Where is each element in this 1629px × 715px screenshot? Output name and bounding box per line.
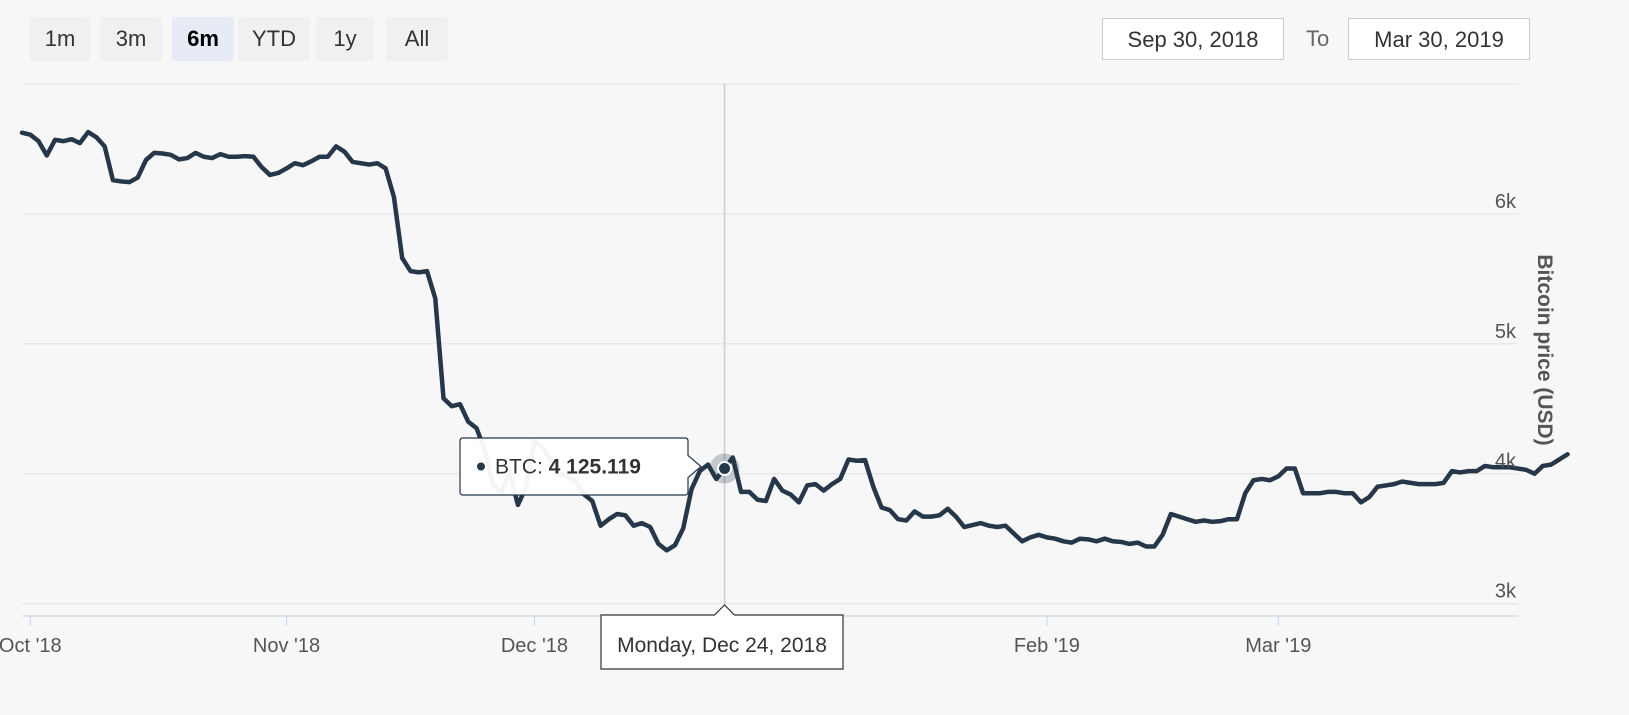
hover-marker <box>709 453 740 484</box>
btc-price-line[interactable] <box>19 129 1570 553</box>
range-button-3m[interactable]: 3m <box>100 17 162 61</box>
y-tick-label-3k: 3k <box>1495 581 1517 603</box>
to-date-input[interactable]: Mar 30, 2019 <box>1348 18 1530 60</box>
range-button-6m[interactable]: 6m <box>172 17 234 61</box>
tooltip-box <box>459 437 702 496</box>
tooltip: BTC: 4 125.119 <box>459 437 702 496</box>
y-axis: 3k 4k 5k 6k <box>1495 191 1517 603</box>
range-button-1m[interactable]: 1m <box>30 17 90 61</box>
to-label: To <box>1306 26 1330 51</box>
from-date-input[interactable]: Sep 30, 2018 <box>1102 18 1284 60</box>
tooltip-value-number: 4 125.119 <box>549 456 641 479</box>
range-button-ytd[interactable]: YTD <box>238 17 310 61</box>
y-tick-label-6k: 6k <box>1495 191 1517 213</box>
range-button-1y[interactable]: 1y <box>316 17 374 61</box>
tooltip-series-dot <box>477 462 485 471</box>
x-tick-label: Dec '18 <box>501 635 568 657</box>
date-tooltip-text: Monday, Dec 24, 2018 <box>617 634 827 657</box>
date-tooltip: Monday, Dec 24, 2018 <box>600 604 844 670</box>
tooltip-series-label: BTC: <box>495 456 549 479</box>
y-tick-label-4k: 4k <box>1495 451 1517 473</box>
x-tick-label: Mar '19 <box>1245 635 1311 657</box>
x-tick-label: Oct '18 <box>0 635 62 657</box>
x-tick-label: Nov '18 <box>253 635 320 657</box>
y-axis-title: Bitcoin price (USD) <box>1533 254 1556 445</box>
tooltip-value: BTC: 4 125.119 <box>495 456 641 479</box>
date-tooltip-box <box>600 604 844 670</box>
x-tick-label: Feb '19 <box>1014 635 1080 657</box>
range-button-all[interactable]: All <box>386 17 448 61</box>
hover-point[interactable] <box>717 461 733 477</box>
grid-lines <box>22 83 1518 605</box>
y-tick-label-5k: 5k <box>1495 321 1517 343</box>
